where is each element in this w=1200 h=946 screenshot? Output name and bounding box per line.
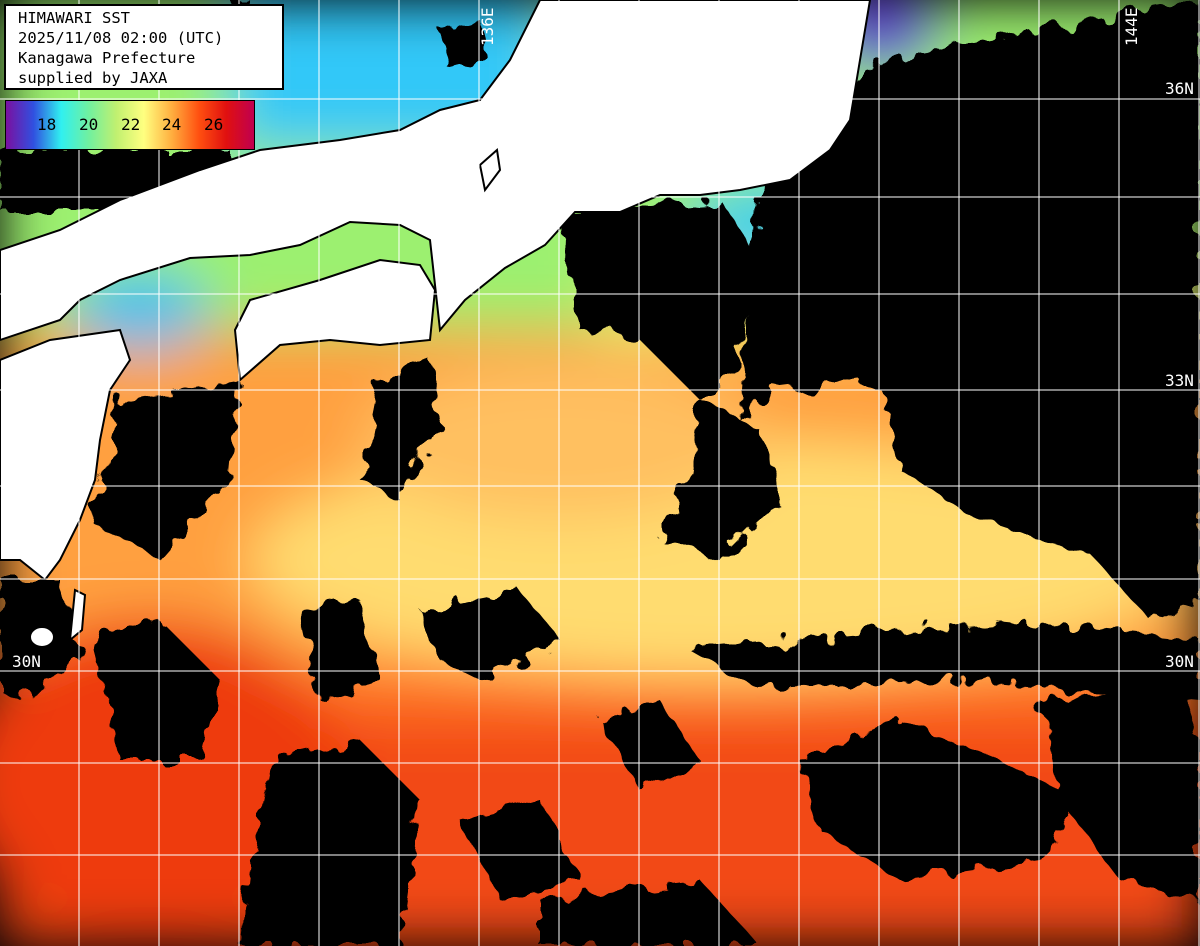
land-island bbox=[29, 626, 55, 648]
lat-label-30n-left: 30N bbox=[12, 652, 41, 671]
lat-label-36n: 36N bbox=[1165, 79, 1194, 98]
legend-tick-26: 26 bbox=[204, 115, 224, 134]
land bbox=[0, 0, 872, 648]
land-island-2 bbox=[68, 588, 87, 643]
land-kyushu bbox=[0, 328, 132, 582]
lon-label-144e: 144E bbox=[1122, 7, 1141, 46]
legend-tick-24: 24 bbox=[162, 115, 182, 134]
lon-label-136e: 136E bbox=[478, 7, 497, 46]
land-island-3 bbox=[478, 148, 502, 193]
legend-tick-18: 18 bbox=[37, 115, 57, 134]
datetime: 2025/11/08 02:00 (UTC) bbox=[18, 29, 224, 47]
legend-tick-22: 22 bbox=[121, 115, 141, 134]
title: HIMAWARI SST bbox=[18, 9, 130, 27]
region: Kanagawa Prefecture bbox=[18, 49, 196, 67]
legend-tick-20: 20 bbox=[79, 115, 99, 134]
info-box: HIMAWARI SST 2025/11/08 02:00 (UTC) Kana… bbox=[4, 4, 284, 90]
land-honshu bbox=[0, 0, 872, 342]
credit: supplied by JAXA bbox=[18, 69, 168, 87]
lat-label-33n: 33N bbox=[1165, 371, 1194, 390]
color-scale-legend: 18 20 22 24 26 bbox=[5, 100, 255, 150]
lat-label-30n-right: 30N bbox=[1165, 652, 1194, 671]
